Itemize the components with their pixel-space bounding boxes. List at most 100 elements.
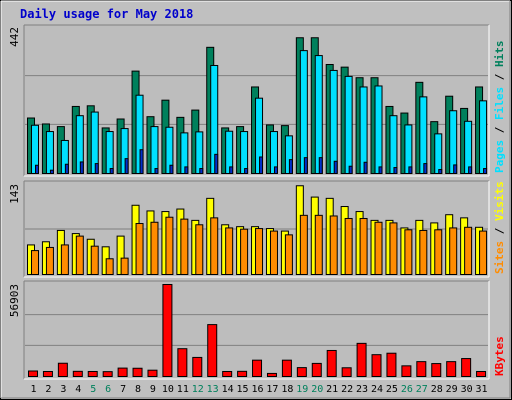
kbytes-bar <box>147 369 158 377</box>
sites-bar <box>255 228 264 275</box>
sites-bar <box>464 226 473 275</box>
kbytes-bar <box>102 371 113 377</box>
x-tick-label: 11 <box>177 384 189 395</box>
pages-bar <box>169 164 174 174</box>
pages-bar <box>288 159 293 174</box>
x-tick-label: 27 <box>416 384 428 395</box>
x-tick-label: 18 <box>281 384 293 395</box>
x-tick-label: 25 <box>386 384 398 395</box>
kbytes-bar <box>252 359 263 378</box>
x-tick-label: 6 <box>105 384 111 395</box>
x-tick-label: 2 <box>45 384 51 395</box>
x-axis-labels: 1 2 3 4 5 6 7 8 9 10 11 12 13 14 15 16 17 18 19 20 21 22 23 24 2… <box>30 384 487 395</box>
sites-bar <box>344 217 353 275</box>
pages-files-hits-max-label: 442 <box>8 27 21 47</box>
kbytes-bar <box>311 362 322 377</box>
kbytes-bar <box>371 354 382 377</box>
files-bar <box>359 86 368 174</box>
sites-bar <box>31 250 39 276</box>
pages-bar <box>303 157 308 174</box>
pages-bar <box>139 149 144 174</box>
pages-bar <box>483 168 488 174</box>
pages-bar <box>393 167 398 175</box>
kbytes-max-label: 56903 <box>8 284 21 317</box>
x-tick-label: 17 <box>266 384 278 395</box>
files-bar <box>105 131 114 174</box>
kbytes-axis-label: KBytes <box>493 336 506 376</box>
files-bar <box>434 133 443 174</box>
pages-bar <box>154 168 159 174</box>
sites-bar <box>165 216 174 276</box>
sites-bar <box>150 221 159 275</box>
sites-bar <box>434 229 443 275</box>
pages-bar <box>259 156 264 174</box>
kbytes-bar <box>237 370 248 378</box>
files-bar <box>344 75 353 174</box>
files-bar <box>389 115 398 175</box>
sites-bar <box>75 235 84 276</box>
x-tick-label: 7 <box>120 384 126 395</box>
sites-visits-axis-label: Sites / Visits <box>493 181 506 274</box>
x-tick-label: 24 <box>371 384 383 395</box>
sites-bar <box>299 214 308 275</box>
pages-bar <box>244 168 249 174</box>
pages-bar <box>423 163 428 175</box>
kbytes-bar <box>281 359 292 378</box>
pages-bar <box>64 163 69 174</box>
pages-bar <box>79 161 84 175</box>
sites-bar <box>60 244 69 276</box>
x-tick-label: 5 <box>90 384 96 395</box>
sites-bar <box>404 229 413 275</box>
sites-bar <box>374 221 383 275</box>
x-tick-label: 15 <box>237 384 249 395</box>
sites-visits-max-label: 143 <box>8 184 21 204</box>
pages-bar <box>408 166 413 174</box>
x-tick-label: 23 <box>356 384 368 395</box>
kbytes-bar <box>266 372 277 377</box>
x-tick-label: 14 <box>222 384 234 395</box>
pages-bar <box>348 165 353 175</box>
files-bar <box>374 85 383 174</box>
files-bar <box>449 110 458 175</box>
kbytes-bar <box>162 284 173 377</box>
x-tick-label: 12 <box>192 384 204 395</box>
files-bar <box>464 120 473 174</box>
kbytes-bar <box>326 349 337 377</box>
kbytes-bar <box>222 370 233 378</box>
x-tick-label: 16 <box>251 384 263 395</box>
x-tick-label: 8 <box>135 384 141 395</box>
pages-bar <box>468 166 473 174</box>
pages-bar <box>199 168 204 174</box>
pages-bar <box>184 166 189 174</box>
files-bar <box>404 124 413 174</box>
pages-bar <box>318 157 323 174</box>
kbytes-bar <box>401 365 412 378</box>
chart-panels: 442 Pages / Files / Hits 143 Sites / Visits… <box>8 24 506 380</box>
x-tick-label: 4 <box>75 384 81 395</box>
sites-bar <box>479 230 488 275</box>
pages-bar <box>229 166 234 174</box>
files-bar <box>45 131 54 174</box>
pages-bar <box>273 166 278 174</box>
files-bar <box>240 131 249 174</box>
kbytes-bar <box>476 370 487 378</box>
kbytes-bar <box>28 370 38 378</box>
kbytes-bar <box>192 356 203 377</box>
kbytes-bar <box>117 367 128 378</box>
x-tick-label: 13 <box>207 384 219 395</box>
gridlines <box>25 314 488 346</box>
kbytes-bar <box>461 358 472 378</box>
kbytes-bar <box>416 361 427 377</box>
kbytes-bar <box>356 342 367 377</box>
kbytes-bar <box>446 361 457 377</box>
kbytes-bar <box>341 367 352 377</box>
x-tick-label: 3 <box>60 384 66 395</box>
pages-bar <box>35 164 39 174</box>
kbytes-bar <box>207 324 218 378</box>
pages-bar <box>378 166 383 174</box>
kbytes-bar <box>296 367 307 377</box>
files-bar <box>329 69 338 174</box>
x-tick-label: 9 <box>150 384 156 395</box>
files-bar <box>479 100 488 174</box>
chart-title: Daily usage for May 2018 <box>20 7 193 21</box>
